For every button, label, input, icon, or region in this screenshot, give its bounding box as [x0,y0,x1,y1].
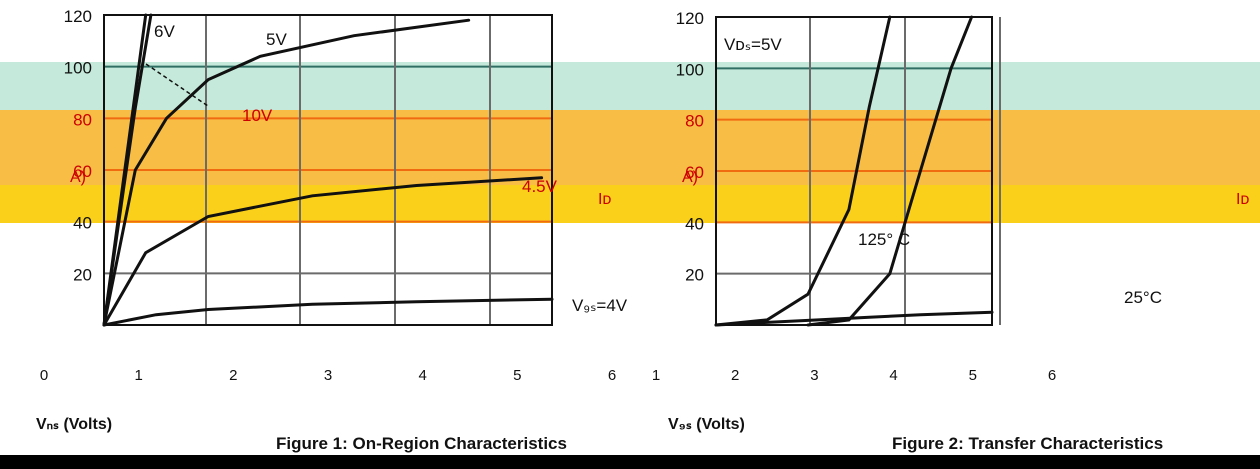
fig1-id-label: Iᴅ [598,191,611,208]
y-tick-label: 120 [64,7,92,26]
fig1-xaxis-title: Vₙₛ (Volts) [36,416,113,433]
y-tick-label: 20 [73,265,92,284]
fig1-annotation-5v: 5V [266,30,287,49]
plot-frame [715,16,993,326]
x-tick-label: 5 [969,367,977,384]
x-tick-label: 1 [652,367,660,384]
y-tick-label: 80 [73,110,92,129]
fig2-ylabel-fragment: A) [682,169,698,186]
x-tick-label: 3 [324,367,332,384]
chart-curves [102,13,994,327]
x-tick-label: 2 [731,367,739,384]
x-tick-label: 2 [229,367,237,384]
x-tick-label: 6 [608,367,616,384]
y-tick-label: 60 [685,163,704,182]
y-tick-label: 100 [676,60,704,79]
x-tick-label: 0 [40,367,48,384]
series-line-4-5v [102,176,544,327]
x-tick-label: 6 [1048,367,1056,384]
fig1-annotation-4-5v: 4.5V [522,177,558,196]
x-tick-label: 1 [134,367,142,384]
x-tick-label: 4 [418,367,426,384]
color-bands [0,62,1260,223]
y-tick-label: 80 [685,112,704,131]
y-tick-label: 20 [685,266,704,285]
fig1-annotation-vgs-4v: V₉ₛ=4V [572,296,628,315]
fig2-id-label: Iᴅ [1236,191,1249,208]
series-line-6v [102,13,153,327]
y-tick-label: 40 [685,214,704,233]
y-tick-label: 40 [73,214,92,233]
chart-grids [103,14,1001,326]
y-tick-label: 120 [676,9,704,28]
band-orange [0,110,1260,185]
fig1-ylabel-fragment: A) [70,169,86,186]
chart-labels: 20 40 60 80 100 120 0 1 2 3 4 5 6 20 40 60 80 100 120 1 2 3 4 5… [40,7,1250,384]
series-line-unlabeled [714,310,994,327]
fig2-xaxis-title: V₉ₛ (Volts) [668,416,745,433]
fig1-annotation-6v: 6V [154,22,175,41]
series-line-5v [102,18,471,327]
fig1-leader-line [145,63,209,107]
y-tick-label: 60 [73,162,92,181]
x-tick-label: 4 [889,367,897,384]
fig2-annotation-25c: 25°C [1124,288,1162,307]
series-line-v-4v [102,297,554,327]
band-mint [0,62,1260,110]
series-line-125-c [714,15,892,327]
y-tick-label: 100 [64,59,92,78]
fig1-annotation-10v: 10V [242,106,273,125]
x-tick-label: 3 [810,367,818,384]
fig2-annotation-125c: 125° C [858,230,910,249]
band-yellow [0,185,1260,223]
fig2-annotation-vds-5v: Vᴅₛ=5V [724,35,782,54]
fig2-caption: Figure 2: Transfer Characteristics [892,434,1164,453]
series-line-25-c [806,15,974,327]
plot-frame [103,14,553,326]
footer-bar [0,455,1260,469]
x-tick-label: 5 [513,367,521,384]
fig1-caption: Figure 1: On-Region Characteristics [276,434,567,453]
